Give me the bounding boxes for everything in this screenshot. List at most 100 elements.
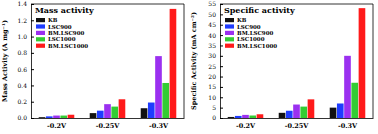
y-axis: 0510152025303540455055 [208, 0, 223, 121]
tick-label: 5 [212, 104, 216, 111]
bars [228, 8, 366, 118]
tick: 1.4 [17, 0, 34, 7]
bar [293, 105, 300, 118]
tick-label: 1.2 [17, 17, 27, 24]
legend-swatch [225, 24, 234, 28]
legend-swatch [36, 37, 45, 41]
bar [337, 103, 344, 118]
legend-swatch [36, 44, 45, 48]
tick-label: 50 [208, 11, 216, 18]
tick-label: 0.0 [17, 114, 27, 121]
tick: -0.25V [96, 118, 121, 130]
tick-mark [220, 87, 223, 88]
bar [344, 56, 351, 118]
figure: 0.00.20.40.60.81.01.21.4-0.2V-0.25V-0.3V… [0, 0, 378, 134]
tick: 20 [208, 73, 223, 80]
tick: 10 [208, 94, 223, 101]
legend-label: KB [48, 17, 58, 23]
tick: 5 [212, 104, 223, 111]
legend-swatch [36, 24, 45, 28]
y-axis: 0.00.20.40.60.81.01.21.4 [17, 0, 34, 121]
tick-mark [220, 4, 223, 5]
bar [228, 117, 235, 118]
tick-label: 0.6 [17, 66, 27, 73]
bar [351, 83, 358, 118]
tick-label: 10 [208, 94, 216, 101]
y-axis-title: Mass Activity (A mg⁻¹) [1, 20, 9, 102]
tick-mark [220, 56, 223, 57]
bar [119, 99, 126, 118]
legend-label: BM.LSC1000 [237, 43, 277, 49]
tick-mark [31, 69, 34, 70]
tick-label: 0.8 [17, 49, 27, 56]
tick-mark [31, 4, 34, 5]
tick: 0.2 [17, 98, 34, 105]
panel: 0510152025303540455055-0.2V-0.25V-0.3VSp… [190, 0, 374, 129]
bar [90, 113, 97, 118]
bar [359, 8, 366, 118]
bar [300, 107, 307, 118]
x-axis: -0.2V -0.25V -0.3V [221, 118, 374, 130]
bar [155, 56, 162, 118]
tick: -0.25V [285, 118, 310, 130]
bar [308, 99, 315, 118]
bar [170, 9, 177, 118]
tick-mark [220, 108, 223, 109]
frame [220, 4, 373, 118]
legend-label: LSC1000 [48, 36, 76, 42]
tick: 55 [208, 0, 223, 7]
bar [111, 107, 118, 118]
tick: 25 [208, 63, 223, 70]
tick: 30 [208, 52, 223, 59]
tick-label: 20 [208, 73, 216, 80]
tick: -0.2V [236, 118, 256, 130]
tick-label: -0.25V [96, 122, 121, 130]
legend: KBLSC900BM.LSC900LSC1000BM.LSC1000 [225, 17, 277, 49]
tick: 0.0 [17, 114, 34, 121]
bar [68, 115, 75, 118]
tick: -0.3V [149, 118, 169, 130]
bar [97, 111, 104, 118]
bar [60, 116, 67, 118]
tick-mark [220, 66, 223, 67]
tick-label: -0.3V [149, 122, 169, 130]
tick-mark [220, 97, 223, 98]
tick-mark [220, 35, 223, 36]
tick-label: 0.2 [17, 98, 27, 105]
tick: 1.0 [17, 33, 34, 40]
bar [39, 117, 46, 118]
legend-swatch [36, 18, 45, 22]
y-axis-title: Specific Activity (mA cm⁻²) [190, 12, 198, 110]
bar [242, 115, 249, 118]
bar [141, 108, 148, 118]
legend: KBLSC900BM.LSC900LSC1000BM.LSC1000 [36, 17, 88, 49]
bar [104, 104, 111, 118]
bar [286, 111, 293, 118]
tick-label: 0 [212, 114, 216, 121]
tick: 0.6 [17, 66, 34, 73]
tick-mark [31, 53, 34, 54]
tick-label: 40 [208, 32, 216, 39]
axis-line [221, 118, 374, 119]
tick: 1.2 [17, 17, 34, 24]
tick-mark [31, 102, 34, 103]
tick-label: -0.3V [338, 122, 358, 130]
tick: -0.2V [47, 118, 67, 130]
legend-label: LSC900 [237, 24, 261, 30]
tick-mark [31, 85, 34, 86]
tick-mark [220, 14, 223, 15]
tick-label: -0.25V [285, 122, 310, 130]
legend-label: LSC900 [48, 24, 72, 30]
axis-line [220, 5, 221, 119]
legend-swatch [225, 31, 234, 35]
tick-label: -0.2V [236, 122, 256, 130]
axis-line [32, 118, 185, 119]
tick: 40 [208, 32, 223, 39]
tick: 0.8 [17, 49, 34, 56]
tick: -0.3V [338, 118, 358, 130]
legend-label: LSC1000 [237, 36, 265, 42]
legend-swatch [225, 37, 234, 41]
tick-label: 55 [208, 0, 216, 7]
tick: 35 [208, 42, 223, 49]
tick: 15 [208, 83, 223, 90]
